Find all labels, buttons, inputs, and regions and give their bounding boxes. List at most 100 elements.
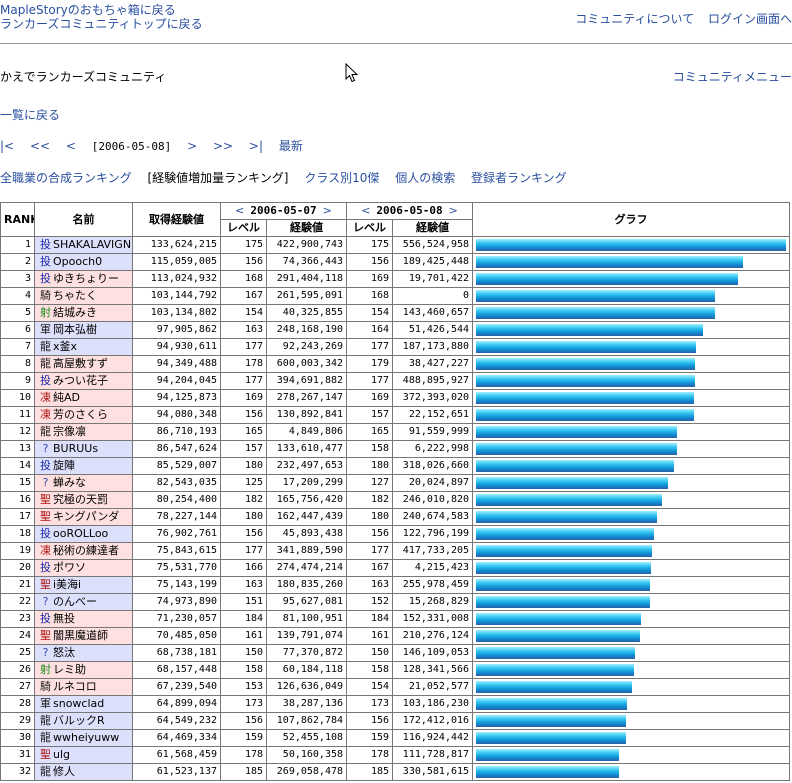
nav-latest[interactable]: 最新 [278, 139, 303, 153]
player-name[interactable]: 結城みき [53, 306, 97, 319]
player-name[interactable]: BURUUs [53, 442, 99, 455]
player-name[interactable]: 芳のさくら [53, 408, 108, 421]
player-name[interactable]: キングパンダ [53, 510, 120, 523]
date1-next-arrow[interactable]: > [322, 204, 332, 217]
player-name[interactable]: 究極の天罰 [53, 493, 108, 506]
exp1-cell: 92,243,269 [265, 338, 348, 356]
graph-cell [472, 695, 790, 713]
player-name[interactable]: ゆきちょりー [53, 272, 119, 285]
player-name[interactable]: 修人 [53, 765, 75, 778]
player-name[interactable]: 高屋敷すず [53, 357, 108, 370]
table-row: 5 射結城みき 103,134,802 154 40,325,855 154 1… [0, 304, 790, 322]
player-name[interactable]: 旋陣 [53, 459, 75, 472]
player-name[interactable]: ooROLLoo [53, 527, 109, 540]
player-name[interactable]: i美海i [53, 578, 82, 591]
nav-prev-date[interactable]: < [65, 139, 76, 153]
exp1-cell: 60,184,118 [265, 661, 348, 679]
exp2-cell: 91,559,999 [392, 423, 474, 441]
date1-prev-arrow[interactable]: < [235, 204, 245, 217]
graph-cell [472, 236, 790, 254]
rank-cell: 32 [0, 763, 35, 781]
community-menu-link[interactable]: コミュニティメニュー [672, 70, 792, 84]
player-name[interactable]: ulg [53, 748, 71, 761]
graph-cell [472, 678, 790, 696]
gain-cell: 75,531,770 [132, 559, 221, 577]
player-name[interactable]: snowclad [53, 697, 105, 710]
graph-cell [472, 338, 790, 356]
nav-first-date[interactable]: |< [0, 139, 15, 153]
player-name[interactable]: ルネコロ [53, 680, 97, 693]
player-name[interactable]: wwheiyuww [53, 731, 120, 744]
player-name[interactable]: レミ助 [53, 663, 86, 676]
job-class-icon: 投 [40, 374, 51, 387]
gain-bar [476, 698, 627, 710]
gain-bar [476, 664, 635, 676]
exp1-cell: 232,497,653 [265, 457, 348, 475]
table-row: 24 聖闇黒魔道師 70,485,050 161 139,791,074 161… [0, 627, 790, 645]
date2-next-arrow[interactable]: > [448, 204, 458, 217]
gain-cell: 94,349,488 [132, 355, 221, 373]
level1-cell: 167 [220, 287, 267, 305]
date2-prev-arrow[interactable]: < [361, 204, 371, 217]
gain-cell: 61,523,137 [132, 763, 221, 781]
nav-last-date[interactable]: >| [248, 139, 264, 153]
player-name[interactable]: ちゃたく [53, 289, 97, 302]
graph-cell [472, 321, 790, 339]
player-name[interactable]: 怒汰 [53, 646, 75, 659]
player-name[interactable]: 無投 [53, 612, 75, 625]
gain-bar [476, 460, 675, 472]
rank-cell: 27 [0, 678, 35, 696]
job-class-icon: 龍 [40, 340, 51, 353]
gain-cell: 75,143,199 [132, 576, 221, 594]
exp1-cell: 248,168,190 [265, 321, 348, 339]
player-name[interactable]: Opooch0 [53, 255, 103, 268]
link-about-community[interactable]: コミュニティについて [575, 12, 695, 26]
job-class-icon: 龍 [40, 357, 51, 370]
graph-cell [472, 253, 790, 271]
player-name[interactable]: バルックR [53, 714, 105, 727]
player-name[interactable]: 岡本弘樹 [53, 323, 97, 336]
player-name[interactable]: 蝉みな [53, 476, 86, 489]
link-personal-search[interactable]: 個人の検索 [395, 171, 456, 185]
name-cell: 龍バルックR [34, 712, 133, 730]
nav-prev-far[interactable]: << [29, 139, 51, 153]
job-class-icon: 軍 [40, 697, 51, 710]
level2-cell: 177 [346, 372, 394, 390]
back-to-list-link[interactable]: 一覧に戻る [0, 108, 61, 122]
nav-next-far[interactable]: >> [212, 139, 234, 153]
exp2-cell: 187,173,880 [392, 338, 474, 356]
player-name[interactable]: x釜x [53, 340, 78, 353]
player-name[interactable]: SHAKALAVIGNE [53, 238, 133, 251]
player-name[interactable]: 秘術の練達者 [53, 544, 119, 557]
level1-cell: 159 [220, 729, 267, 747]
player-name[interactable]: 闇黒魔道師 [53, 629, 108, 642]
link-login-screen[interactable]: ログイン画面へ [707, 12, 792, 26]
player-name[interactable]: みつい花子 [53, 374, 108, 387]
job-class-icon: 凍 [40, 544, 51, 557]
rank-cell: 7 [0, 338, 35, 356]
name-cell: 軍 snowclad [34, 695, 133, 713]
nav-next-date[interactable]: > [187, 139, 198, 153]
exp2-cell: 128,341,566 [392, 661, 474, 679]
level1-cell: 125 [220, 474, 267, 492]
link-registrant-ranking[interactable]: 登録者ランキング [471, 171, 567, 185]
graph-cell [472, 270, 790, 288]
rank-cell: 12 [0, 423, 35, 441]
header-back-links: MapleStoryのおもちゃ箱に戻る ランカーズコミュニティトップに戻る [0, 3, 203, 31]
player-name[interactable]: ポワソ [53, 561, 86, 574]
level2-cell: 175 [346, 236, 394, 254]
exp2-cell: 172,412,016 [392, 712, 474, 730]
player-name[interactable]: のんべー [53, 595, 97, 608]
graph-cell [472, 457, 790, 475]
player-name[interactable]: 宗像凛 [53, 425, 86, 438]
link-back-toybox[interactable]: MapleStoryのおもちゃ箱に戻る [0, 3, 176, 17]
exp2-cell: 318,026,660 [392, 457, 474, 475]
link-class-top10[interactable]: クラス別10傑 [304, 171, 380, 185]
job-class-icon: 凍 [40, 408, 51, 421]
link-all-jobs-ranking[interactable]: 全職業の合成ランキング [0, 171, 132, 185]
rank-cell: 21 [0, 576, 35, 594]
job-class-icon: 龍 [40, 731, 51, 744]
link-back-community-top[interactable]: ランカーズコミュニティトップに戻る [0, 17, 203, 31]
player-name[interactable]: 純AD [53, 391, 80, 404]
level2-cell: 179 [346, 355, 394, 373]
